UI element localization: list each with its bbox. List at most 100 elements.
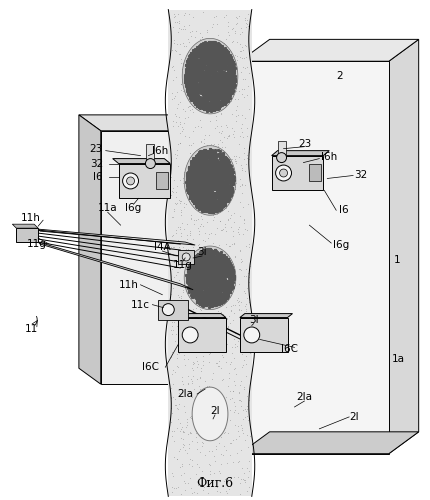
Point [171,92,178,100]
Point [219,396,226,404]
Circle shape [126,177,134,185]
Point [199,439,206,447]
Point [230,309,237,317]
Point [234,427,241,435]
Point [168,418,175,426]
Polygon shape [388,40,418,454]
Point [238,424,245,432]
Point [187,429,194,437]
Point [173,322,180,330]
Point [171,258,178,266]
Point [240,382,247,390]
Point [221,430,227,438]
Point [206,92,213,100]
Point [233,14,240,22]
Point [212,442,219,450]
Point [194,198,201,206]
Point [211,214,218,222]
Point [218,414,224,422]
Point [216,76,223,84]
Point [184,246,191,254]
Point [206,342,213,350]
Point [227,70,234,78]
Point [241,14,248,22]
Point [186,106,193,114]
Point [170,207,177,215]
Point [215,241,222,249]
Point [180,200,187,207]
Point [205,252,212,260]
Point [216,488,223,496]
Point [175,162,181,170]
Point [215,260,222,268]
Point [223,459,230,467]
Point [243,22,250,30]
Point [221,222,228,230]
Point [173,299,180,307]
Point [193,315,200,323]
Point [220,252,227,260]
Point [230,376,237,384]
Point [169,409,175,417]
Point [225,374,232,382]
Point [217,308,224,316]
Point [211,41,218,49]
Point [168,426,175,434]
Point [223,72,230,80]
Point [208,88,215,96]
Point [212,164,219,172]
Point [179,244,186,252]
Point [187,32,194,40]
Point [188,200,195,208]
Point [184,133,191,141]
Point [178,127,185,135]
Point [238,350,245,358]
Point [242,42,249,50]
Point [217,434,224,442]
Point [180,428,187,436]
Point [172,484,179,492]
Point [244,200,251,208]
Point [183,418,190,426]
Point [200,254,206,262]
Point [177,304,184,312]
Point [237,84,244,92]
Point [228,58,235,66]
Point [185,287,192,295]
Point [198,216,205,224]
Point [209,36,216,44]
Point [200,170,207,178]
Point [234,140,241,148]
Point [181,260,187,268]
Text: 32: 32 [353,170,367,180]
Point [231,96,238,104]
Text: l6: l6 [338,206,348,216]
Point [234,422,241,430]
Point [215,476,222,484]
Point [236,53,243,61]
Circle shape [182,327,198,343]
Point [238,182,245,190]
Point [178,490,184,498]
Point [212,445,219,453]
Point [227,258,234,266]
Point [187,149,194,157]
Point [184,380,191,388]
Point [234,112,241,120]
Point [178,174,185,182]
Polygon shape [173,314,225,318]
Point [215,362,221,370]
Point [224,50,231,58]
Point [218,127,224,135]
Point [224,97,231,105]
Point [199,432,206,440]
Point [211,154,218,162]
Point [168,63,175,71]
Point [198,248,205,256]
Point [204,234,211,242]
Point [173,456,180,464]
Point [235,301,242,309]
Point [235,432,242,440]
Point [172,154,179,162]
Point [242,20,249,28]
